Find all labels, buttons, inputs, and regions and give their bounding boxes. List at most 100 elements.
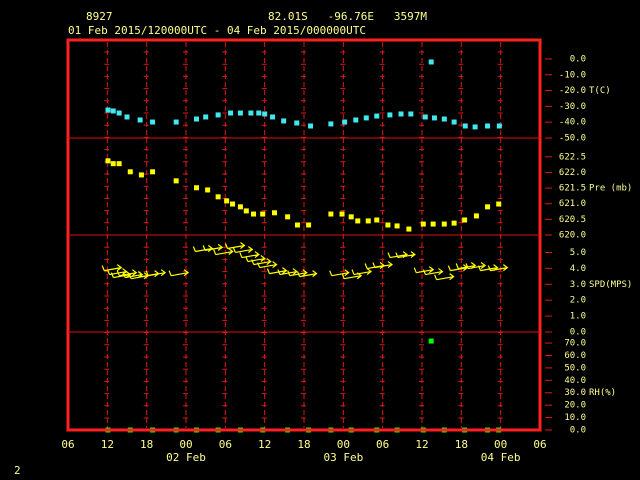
y-tick-label: -30.0	[559, 102, 586, 112]
data-point	[420, 221, 426, 227]
x-tick-label: 00	[337, 438, 350, 451]
data-point	[237, 110, 243, 116]
x-tick-label: 18	[455, 438, 468, 451]
wind-arrow	[168, 269, 190, 277]
data-point	[348, 214, 354, 220]
data-point	[431, 115, 437, 121]
data-point	[270, 114, 276, 120]
data-point	[193, 185, 199, 191]
data-point	[462, 123, 468, 129]
y-tick-label: 620.0	[559, 231, 586, 241]
wind-arrow	[145, 269, 167, 277]
x-tick-label: 00	[494, 438, 507, 451]
wind-arrow	[297, 270, 318, 278]
wind-arrow	[232, 245, 254, 254]
data-point	[408, 111, 414, 117]
data-point	[256, 110, 262, 116]
data-point	[150, 169, 156, 175]
y-axis-label: Pre (mb)	[589, 184, 632, 194]
y-tick-label: 621.5	[559, 184, 586, 194]
y-tick-label: 622.0	[559, 168, 586, 178]
wind-arrow	[245, 255, 266, 263]
data-point	[203, 114, 209, 120]
data-point	[150, 119, 156, 125]
y-tick-label: 620.5	[559, 215, 586, 225]
x-tick-label: 18	[297, 438, 310, 451]
y-tick-label: -20.0	[559, 86, 586, 96]
y-tick-label: 60.0	[564, 351, 586, 361]
data-point	[251, 211, 257, 217]
wind-arrow	[329, 269, 350, 277]
x-tick-label: 06	[533, 438, 546, 451]
data-point	[342, 119, 348, 125]
data-point	[215, 112, 221, 118]
data-point	[374, 113, 380, 119]
station-location: 82.01S -96.76E 3597M	[268, 10, 427, 23]
data-point	[110, 161, 116, 167]
y-tick-label: 2.0	[570, 296, 586, 306]
wind-arrow	[487, 264, 509, 272]
y-tick-label: 10.0	[564, 413, 586, 423]
data-point	[406, 226, 412, 232]
data-point	[496, 123, 502, 129]
data-point	[127, 169, 133, 175]
data-point	[294, 222, 300, 228]
y-tick-label: 3.0	[570, 280, 586, 290]
data-point	[248, 110, 254, 116]
page-number: 2	[14, 464, 21, 477]
data-point	[228, 110, 234, 116]
data-point	[394, 223, 400, 229]
data-point	[308, 123, 314, 129]
y-tick-label: 1.0	[570, 312, 586, 322]
y-tick-label: 0.0	[570, 328, 586, 338]
data-point	[260, 211, 266, 217]
data-point	[422, 114, 428, 120]
data-point	[385, 222, 391, 228]
data-point	[485, 204, 491, 210]
data-point	[215, 194, 221, 200]
wind-arrow	[422, 268, 444, 276]
wind-arrow	[116, 269, 138, 277]
y-tick-label: 40.0	[564, 376, 586, 386]
data-point	[205, 187, 211, 193]
date-label: 04 Feb	[481, 451, 521, 464]
data-point	[306, 222, 312, 228]
data-point	[137, 117, 143, 123]
wind-arrow	[202, 243, 224, 251]
x-tick-label: 06	[376, 438, 389, 451]
time-period: 01 Feb 2015/120000UTC - 04 Feb 2015/0000…	[68, 24, 366, 37]
data-point	[285, 214, 291, 220]
station-id: 8927	[86, 10, 113, 23]
data-point	[462, 217, 468, 223]
wind-arrow	[395, 251, 416, 259]
wind-arrow	[251, 258, 272, 266]
y-tick-label: -40.0	[559, 118, 586, 128]
data-point	[294, 120, 300, 126]
wind-arrow	[266, 267, 288, 275]
data-point	[262, 111, 268, 117]
data-point	[473, 213, 479, 219]
data-point	[451, 119, 457, 125]
y-tick-label: 20.0	[564, 401, 586, 411]
data-point	[355, 218, 361, 224]
x-tick-label: 00	[179, 438, 192, 451]
data-point	[363, 115, 369, 121]
data-point	[110, 108, 116, 114]
wind-arrow	[224, 242, 246, 250]
data-point	[353, 117, 359, 123]
data-point	[237, 204, 243, 210]
date-label: 02 Feb	[166, 451, 206, 464]
data-point	[272, 210, 277, 216]
marks	[101, 59, 509, 433]
y-axis-label: SPD(MPS)	[589, 280, 632, 290]
y-tick-label: 0.0	[570, 54, 586, 64]
grid	[104, 42, 504, 428]
x-tick-label: 12	[101, 438, 114, 451]
data-point	[398, 111, 404, 117]
y-tick-label: -10.0	[559, 70, 586, 80]
data-point	[138, 172, 144, 178]
y-tick-label: 5.0	[570, 248, 586, 258]
data-point	[173, 178, 179, 184]
y-tick-label: 30.0	[564, 388, 586, 398]
